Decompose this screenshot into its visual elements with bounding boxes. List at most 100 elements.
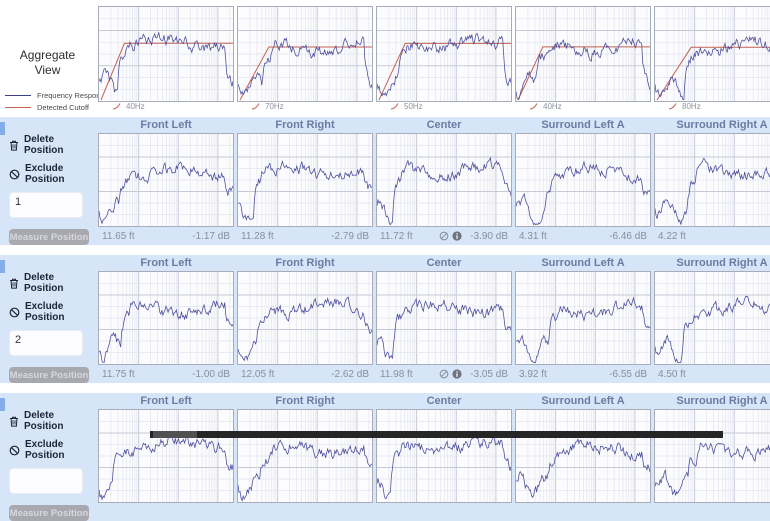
measurement-footer: 11.98 ft -3.05 dB (376, 365, 512, 383)
legend-label: Detected Cutoff (37, 103, 89, 112)
cutoff-frequency-label: 80Hz (682, 102, 701, 111)
status-flags (439, 369, 462, 379)
measurement-position-row: Delete Position Exclude Position Measure… (0, 255, 770, 383)
row-marker (0, 122, 5, 135)
distance-value: 4.22 ft (658, 230, 686, 242)
detected-cutoff-label-row: 80Hz (654, 102, 770, 115)
legend-item-frequency-response: Frequency Response (5, 91, 108, 100)
position-controls-sidebar: Delete Position Exclude Position Measure… (0, 117, 95, 245)
speaker-measurement-cell: Surround Right A (654, 393, 770, 521)
cutoff-frequency-label: 40Hz (543, 102, 562, 111)
detected-cutoff-label-row: 40Hz (515, 102, 651, 115)
trash-icon (10, 140, 18, 151)
distance-value: 4.31 ft (519, 230, 547, 242)
exclude-position-button[interactable]: Exclude Position (9, 163, 89, 185)
speaker-measurement-cell: Front Right 12.05 ft -2.62 dB (237, 255, 373, 383)
aggregate-chart-cell: 40Hz (98, 6, 234, 117)
trim-level-value: -6.46 dB (609, 230, 647, 242)
speaker-name-header: Front Right (275, 257, 335, 269)
slash-circle-icon (9, 307, 20, 317)
trim-level-value: -2.79 dB (331, 230, 369, 242)
delete-position-button[interactable]: Delete Position (9, 272, 89, 294)
detected-cutoff-label-row: 50Hz (376, 102, 512, 115)
position-number-input[interactable] (9, 330, 83, 356)
cutoff-tick-icon (529, 103, 538, 110)
aggregate-title-line1: Aggregate (19, 47, 76, 62)
aggregate-title-line2: View (34, 63, 61, 78)
speaker-name-header: Front Right (275, 395, 335, 407)
aggregate-view-row: Aggregate View Frequency Response Detect… (0, 0, 770, 117)
speaker-measurement-cell: Surround Right A 4.22 ft (654, 117, 770, 245)
aggregate-view-panel: Aggregate View Frequency Response Detect… (0, 6, 108, 117)
measurement-footer: 4.50 ft (654, 365, 770, 383)
speaker-name-header: Surround Left A (541, 257, 625, 269)
measurement-footer (98, 503, 234, 521)
frequency-response-chart (515, 409, 651, 503)
background-window-bar (150, 431, 723, 438)
measurement-footer: 4.31 ft -6.46 dB (515, 227, 651, 245)
measurement-footer: 12.05 ft -2.62 dB (237, 365, 373, 383)
speaker-measurement-cell: Center (376, 393, 512, 521)
aggregate-chart-cell: 40Hz (515, 6, 651, 117)
info-icon[interactable] (452, 231, 462, 241)
measurement-footer: 11.75 ft -1.00 dB (98, 365, 234, 383)
cutoff-tick-icon (390, 103, 399, 110)
speaker-measurement-cell: Front Right (237, 393, 373, 521)
measurement-footer: 4.22 ft (654, 227, 770, 245)
frequency-response-chart (654, 271, 770, 365)
measure-position-button[interactable]: Measure Position (9, 367, 89, 383)
position-number-input[interactable] (9, 192, 83, 218)
distance-value: 4.50 ft (658, 368, 686, 380)
measurement-position-row: Delete Position Exclude Position Measure… (0, 393, 770, 521)
delete-position-button[interactable]: Delete Position (9, 410, 89, 432)
frequency-response-chart (98, 271, 234, 365)
distance-value: 12.05 ft (241, 368, 275, 380)
distance-value: 3.92 ft (519, 368, 547, 380)
position-controls-sidebar: Delete Position Exclude Position Measure… (0, 255, 95, 383)
trim-level-value: -1.00 dB (192, 368, 230, 380)
trim-level-value: -3.90 dB (470, 230, 508, 242)
exclude-position-label: Exclude Position (25, 301, 65, 323)
exclude-position-button[interactable]: Exclude Position (9, 439, 89, 461)
distance-value: 11.72 ft (380, 230, 413, 242)
speaker-name-header: Front Left (140, 119, 192, 131)
speaker-name-header: Center (426, 257, 462, 269)
frequency-response-chart (237, 409, 373, 503)
exclude-position-button[interactable]: Exclude Position (9, 301, 89, 323)
measurement-footer (654, 503, 770, 521)
frequency-response-line-swatch (5, 95, 31, 96)
aggregate-chart-cell: 80Hz (654, 6, 770, 117)
aggregate-frequency-response-chart (237, 6, 373, 102)
frequency-response-chart (515, 271, 651, 365)
speaker-name-header: Front Left (140, 395, 192, 407)
measure-position-button[interactable]: Measure Position (9, 229, 89, 245)
frequency-response-chart (376, 409, 512, 503)
frequency-response-chart (98, 409, 234, 503)
position-number-input[interactable] (9, 468, 83, 494)
measurement-position-row: Delete Position Exclude Position Measure… (0, 117, 770, 245)
measurement-footer: 3.92 ft -6.55 dB (515, 365, 651, 383)
cutoff-tick-icon (668, 103, 677, 110)
position-controls-sidebar: Delete Position Exclude Position Measure… (0, 393, 95, 521)
frequency-response-chart (98, 133, 234, 227)
frequency-response-chart (515, 133, 651, 227)
speaker-name-header: Center (426, 119, 462, 131)
speaker-name-header: Surround Right A (676, 257, 768, 269)
aggregate-chart-cell: 70Hz (237, 6, 373, 117)
measure-position-button[interactable]: Measure Position (9, 505, 89, 521)
distance-value: 11.28 ft (241, 230, 274, 242)
speaker-measurement-cell: Front Left (98, 393, 234, 521)
speaker-name-header: Center (426, 395, 462, 407)
distance-value: 11.98 ft (380, 368, 413, 380)
measurement-footer (515, 503, 651, 521)
aggregate-chart-cell: 50Hz (376, 6, 512, 117)
speaker-measurement-cell: Front Right 11.28 ft -2.79 dB (237, 117, 373, 245)
cutoff-frequency-label: 70Hz (265, 102, 284, 111)
delete-position-button[interactable]: Delete Position (9, 134, 89, 156)
detected-cutoff-label-row: 40Hz (98, 102, 234, 115)
trim-level-value: -6.55 dB (609, 368, 647, 380)
aggregate-frequency-response-chart (376, 6, 512, 102)
speaker-name-header: Surround Right A (676, 395, 768, 407)
status-flags (439, 231, 462, 241)
info-icon[interactable] (452, 369, 462, 379)
